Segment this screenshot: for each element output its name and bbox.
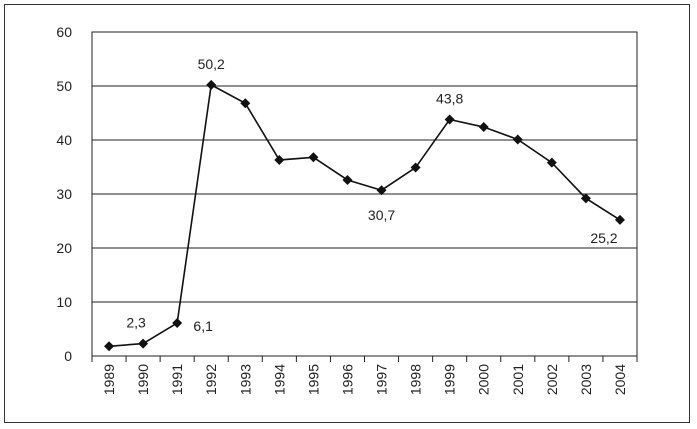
x-tick-label-2000: 2000 [476, 364, 492, 395]
data-label-1999: 43,8 [436, 90, 463, 106]
y-tick-label-40: 40 [56, 132, 72, 148]
data-point-1998 [410, 162, 421, 173]
data-point-1995 [308, 152, 319, 163]
data-point-1996 [342, 174, 353, 185]
data-point-1997 [376, 185, 387, 196]
data-label-1991: 6,1 [193, 318, 213, 334]
x-tick-label-2004: 2004 [612, 364, 628, 395]
data-point-1992 [206, 79, 217, 90]
x-tick-label-1993: 1993 [237, 364, 253, 395]
x-tick-label-1997: 1997 [374, 364, 390, 395]
data-point-1993 [240, 98, 251, 109]
x-tick-label-1989: 1989 [101, 364, 117, 395]
y-tick-label-20: 20 [56, 240, 72, 256]
x-tick-label-2002: 2002 [544, 364, 560, 395]
y-tick-label-30: 30 [56, 186, 72, 202]
data-point-1994 [274, 154, 285, 165]
series-line-0 [108, 83, 621, 348]
x-tick-label-1996: 1996 [339, 364, 355, 395]
data-point-1991 [172, 318, 183, 329]
data-point-2004 [614, 214, 625, 225]
data-point-2000 [478, 122, 489, 133]
data-point-1999 [444, 114, 455, 125]
chart-frame [4, 4, 690, 423]
x-tick-label-2001: 2001 [510, 364, 526, 395]
x-tick-label-2003: 2003 [578, 364, 594, 395]
data-label-1990: 2,3 [126, 315, 146, 331]
x-tick-label-1995: 1995 [305, 364, 321, 395]
y-tick-label-50: 50 [56, 78, 72, 94]
x-tick-label-1998: 1998 [408, 364, 424, 395]
data-point-1989 [104, 341, 115, 352]
data-point-2002 [546, 157, 557, 168]
data-label-2004: 25,2 [590, 230, 617, 246]
x-tick-label-1992: 1992 [203, 364, 219, 395]
data-label-1992: 50,2 [198, 56, 225, 72]
x-tick-label-1991: 1991 [169, 364, 185, 395]
data-label-1997: 30,7 [368, 207, 395, 223]
x-tick-label-1990: 1990 [135, 364, 151, 395]
y-tick-label-0: 0 [64, 348, 72, 364]
data-point-2003 [580, 193, 591, 204]
y-tick-label-10: 10 [56, 294, 72, 310]
y-tick-label-60: 60 [56, 24, 72, 40]
x-tick-label-1994: 1994 [271, 364, 287, 395]
data-point-1990 [138, 338, 149, 349]
x-tick-label-1999: 1999 [442, 364, 458, 395]
data-point-2001 [512, 134, 523, 145]
